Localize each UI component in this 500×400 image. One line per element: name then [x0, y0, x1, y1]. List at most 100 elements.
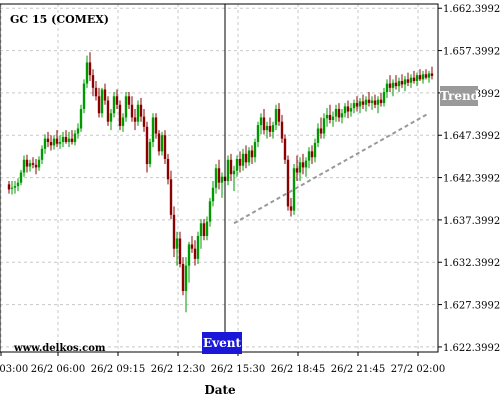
candle-body — [184, 265, 188, 292]
candle-body — [298, 162, 302, 173]
candle-body — [22, 159, 26, 173]
candle-body — [196, 236, 200, 259]
candle-body — [178, 238, 182, 264]
trend-line — [233, 112, 430, 225]
candle-body — [10, 187, 14, 189]
x-tick-label: 26/2 03:00 — [0, 364, 28, 375]
candle-body — [127, 96, 131, 105]
candle-body — [175, 238, 179, 249]
candle-body — [106, 100, 110, 122]
candle-body — [355, 103, 359, 107]
candle-body — [397, 81, 401, 87]
candle-body — [136, 104, 140, 122]
candle-body — [391, 82, 395, 88]
x-tick-label: 26/2 06:00 — [31, 364, 85, 375]
candle-body — [229, 159, 233, 175]
candle-body — [346, 106, 350, 112]
candle-body — [226, 159, 230, 181]
y-tick-label: 1.642.3992 — [443, 174, 500, 185]
candle-body — [313, 142, 317, 158]
candle-body — [334, 108, 338, 117]
candle-body — [217, 168, 221, 183]
candle-body — [88, 62, 92, 76]
candle-body — [250, 150, 254, 158]
y-tick-label: 1.627.3992 — [443, 301, 500, 312]
candle-body — [412, 77, 416, 82]
candle-body — [187, 244, 191, 266]
candle-body — [262, 117, 266, 131]
candle-body — [166, 158, 170, 180]
candle-body — [13, 186, 17, 188]
candle-body — [238, 158, 242, 166]
candle-body — [202, 223, 206, 236]
candle-body — [247, 150, 251, 163]
candle-body — [118, 104, 122, 126]
candle-body — [310, 151, 314, 158]
candle-body — [343, 106, 347, 114]
chart-title: GC 15 (COMEX) — [10, 13, 109, 26]
candle-body — [253, 142, 257, 158]
candle-body — [82, 83, 86, 109]
candle-body — [55, 138, 59, 144]
candle-body — [241, 153, 245, 166]
candle-body — [280, 121, 284, 139]
candle-body — [319, 128, 323, 134]
candle-body — [379, 99, 383, 104]
y-tick-label: 1.647.3992 — [443, 131, 500, 142]
candle-body — [271, 125, 275, 132]
candle-body — [16, 182, 20, 187]
candle-body — [7, 184, 11, 190]
x-tick-label: 26/2 12:30 — [151, 364, 205, 375]
x-tick-label: 26/2 21:45 — [331, 364, 385, 375]
candle-body — [205, 221, 209, 236]
y-axis: 1.662.39921.657.39921.652.39921.647.3992… — [438, 4, 500, 354]
candle-body — [163, 135, 167, 159]
candle-body — [349, 108, 353, 112]
candle-body — [190, 244, 194, 249]
candle-body — [430, 73, 434, 76]
chart-grid — [0, 4, 438, 352]
candle-body — [109, 113, 113, 122]
x-axis-label: Date — [204, 383, 236, 397]
candle-body — [307, 151, 311, 161]
candle-body — [160, 135, 164, 152]
y-tick-label: 1.662.3992 — [443, 4, 500, 15]
x-tick-label: 26/2 09:15 — [91, 364, 145, 375]
candle-body — [352, 103, 356, 109]
candle-body — [154, 117, 158, 134]
candle-body — [58, 142, 62, 144]
candle-body — [115, 96, 119, 105]
candle-body — [64, 136, 68, 143]
candle-body — [37, 159, 41, 168]
candle-body — [94, 87, 98, 97]
candle-body — [286, 159, 290, 207]
candle-body — [406, 79, 410, 83]
candle-body — [328, 114, 332, 120]
event-marker: Event — [202, 332, 242, 354]
candle-body — [103, 89, 107, 101]
candle-body — [304, 160, 308, 168]
candle-body — [100, 89, 104, 114]
candle-body — [259, 117, 263, 126]
candle-body — [424, 74, 428, 78]
candle-body — [139, 104, 143, 117]
candle-body — [169, 179, 173, 215]
candle-body — [67, 138, 71, 143]
candle-body — [370, 100, 374, 104]
candle-body — [292, 168, 296, 211]
candle-body — [427, 73, 431, 78]
candle-body — [214, 168, 218, 188]
x-tick-label: 27/2 02:00 — [391, 364, 445, 375]
x-tick-label: 26/2 15:30 — [211, 364, 265, 375]
candle-body — [133, 117, 137, 122]
candle-body — [301, 162, 305, 168]
candle-body — [400, 81, 404, 85]
candle-body — [337, 108, 341, 118]
candle-body — [373, 100, 377, 105]
candle-body — [145, 126, 149, 165]
candle-body — [421, 74, 425, 80]
candle-body — [193, 248, 197, 259]
candle-body — [31, 163, 35, 165]
candle-body — [172, 214, 176, 249]
